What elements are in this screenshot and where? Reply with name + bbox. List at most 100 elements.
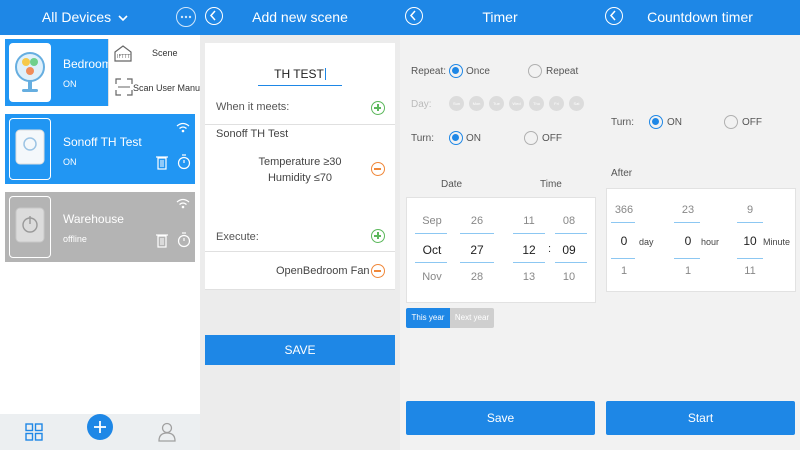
day-selector: Sun Mon Tue Wed Thu Fri Sat bbox=[449, 96, 589, 112]
countdown-header: Countdown timer bbox=[600, 0, 800, 35]
back-chevron-icon bbox=[609, 10, 616, 21]
device-name: Warehouse bbox=[63, 212, 124, 226]
back-button[interactable] bbox=[205, 7, 223, 25]
delete-icon[interactable] bbox=[156, 154, 168, 170]
ifttt-scene-icon: IFTTT bbox=[114, 45, 132, 62]
date-label: Date bbox=[441, 179, 463, 190]
action-item: OpenBedroom Fan bbox=[276, 265, 370, 277]
hour-prev: 11 bbox=[523, 215, 535, 227]
this-year-button[interactable]: This year bbox=[406, 308, 450, 328]
time-colon: : bbox=[548, 243, 552, 255]
remove-action-button[interactable] bbox=[371, 264, 385, 278]
remove-condition-button[interactable] bbox=[371, 162, 385, 176]
device-card-sonoff-th[interactable]: Sonoff TH Test ON bbox=[5, 114, 195, 184]
day-chip[interactable]: Mon bbox=[469, 96, 484, 111]
bottom-nav bbox=[0, 414, 200, 450]
back-button[interactable] bbox=[605, 7, 623, 25]
month-prev: Sep bbox=[422, 215, 442, 227]
scene-label: Scene bbox=[152, 48, 178, 58]
day-chip[interactable]: Thu bbox=[529, 96, 544, 111]
days-prev: 366 bbox=[614, 204, 634, 216]
grid-view-icon[interactable] bbox=[25, 423, 43, 441]
scene-menu-item[interactable]: IFTTT Scene bbox=[109, 39, 200, 71]
next-year-button[interactable]: Next year bbox=[450, 308, 494, 328]
all-devices-title: All Devices bbox=[41, 9, 112, 25]
divider bbox=[205, 289, 395, 290]
start-button[interactable]: Start bbox=[606, 401, 795, 435]
datetime-picker[interactable]: Sep Oct Nov 26 27 28 11 12 13 : 08 09 10 bbox=[406, 197, 596, 303]
day-unit: day bbox=[639, 237, 654, 247]
day-chip[interactable]: Tue bbox=[489, 96, 504, 111]
repeat-option-label: Repeat bbox=[546, 66, 579, 77]
scene-name-input[interactable]: TH TEST bbox=[258, 63, 342, 86]
day-label: Day: bbox=[411, 99, 432, 110]
hours-prev: 23 bbox=[681, 204, 695, 216]
page-title: Add new scene bbox=[252, 9, 348, 25]
picker-line bbox=[555, 233, 587, 234]
once-radio[interactable] bbox=[449, 64, 463, 78]
add-action-button[interactable] bbox=[371, 229, 385, 243]
picker-line bbox=[555, 262, 587, 263]
time-label: Time bbox=[540, 179, 562, 190]
page-title: Countdown timer bbox=[647, 9, 753, 25]
timer-header: Timer bbox=[400, 0, 600, 35]
save-button[interactable]: SAVE bbox=[205, 335, 395, 365]
more-options-button[interactable] bbox=[176, 7, 196, 27]
turn-off-radio[interactable] bbox=[724, 115, 738, 129]
when-label: When it meets: bbox=[216, 101, 290, 113]
plus-icon bbox=[94, 421, 106, 433]
turn-on-radio[interactable] bbox=[449, 131, 463, 145]
timer-icon[interactable] bbox=[177, 232, 191, 248]
back-button[interactable] bbox=[405, 7, 423, 25]
svg-text:IFTTT: IFTTT bbox=[117, 54, 131, 60]
days-selected: 0 bbox=[620, 234, 628, 248]
page-title: Timer bbox=[482, 9, 518, 25]
condition-temperature: Temperature ≥30 bbox=[258, 156, 342, 168]
timer-panel: Timer Repeat: Once Repeat Day: Sun Mon T… bbox=[400, 0, 600, 450]
picker-line bbox=[611, 222, 635, 223]
picker-line bbox=[737, 222, 763, 223]
countdown-picker[interactable]: 366 0 1 day 23 0 1 hour 9 10 11 Minute bbox=[606, 188, 796, 292]
condition-device-name: Sonoff TH Test bbox=[216, 128, 289, 140]
wifi-icon bbox=[176, 122, 190, 133]
delete-icon[interactable] bbox=[156, 232, 168, 248]
timer-save-button[interactable]: Save bbox=[406, 401, 595, 435]
turn-label: Turn: bbox=[411, 133, 434, 144]
day-chip-label: Fri bbox=[554, 101, 559, 106]
add-condition-button[interactable] bbox=[371, 101, 385, 115]
minutes-prev: 9 bbox=[746, 204, 754, 216]
turn-off-label: OFF bbox=[542, 133, 562, 144]
device-status: ON bbox=[63, 79, 77, 89]
divider bbox=[205, 251, 395, 252]
minutes-next: 11 bbox=[744, 265, 756, 277]
picker-line bbox=[460, 233, 494, 234]
more-dots-icon bbox=[180, 15, 192, 19]
picker-line bbox=[611, 258, 635, 259]
add-device-button[interactable] bbox=[87, 414, 113, 440]
turn-off-radio[interactable] bbox=[524, 131, 538, 145]
hours-selected: 0 bbox=[684, 234, 692, 248]
text-cursor bbox=[324, 67, 326, 80]
power-switch-icon bbox=[15, 207, 45, 243]
day-chip[interactable]: Sat bbox=[569, 96, 584, 111]
repeat-radio[interactable] bbox=[528, 64, 542, 78]
device-name: Bedroom bbox=[63, 57, 112, 71]
device-card-warehouse[interactable]: Warehouse offline bbox=[5, 192, 195, 262]
all-devices-dropdown[interactable]: All Devices bbox=[0, 0, 170, 35]
user-profile-icon[interactable] bbox=[158, 422, 176, 442]
scene-form: TH TEST When it meets: Sonoff TH Test Te… bbox=[205, 43, 395, 289]
sonoff-device-icon bbox=[15, 129, 45, 165]
turn-on-radio[interactable] bbox=[649, 115, 663, 129]
device-status: offline bbox=[63, 234, 87, 244]
scan-manual-menu-item[interactable]: Scan User Manual bbox=[109, 75, 200, 103]
day-chip[interactable]: Fri bbox=[549, 96, 564, 111]
minute-selected: 09 bbox=[562, 243, 576, 257]
timer-icon[interactable] bbox=[177, 154, 191, 170]
devices-header: All Devices bbox=[0, 0, 200, 35]
day-chip[interactable]: Wed bbox=[509, 96, 524, 111]
device-icon-frame bbox=[9, 196, 51, 258]
device-icon-frame bbox=[9, 43, 51, 102]
condition-humidity: Humidity ≤70 bbox=[267, 172, 333, 184]
day-chip[interactable]: Sun bbox=[449, 96, 464, 111]
turn-on-label: ON bbox=[466, 133, 481, 144]
